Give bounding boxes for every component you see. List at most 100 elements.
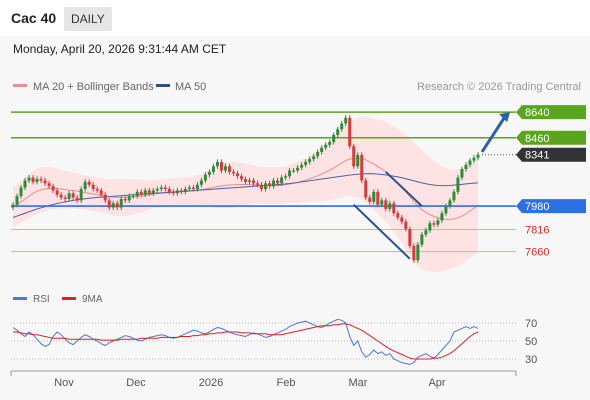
- trend-lines: [353, 112, 511, 260]
- candle-body: [175, 190, 179, 194]
- candle-body: [199, 180, 203, 185]
- candle-body: [360, 154, 364, 181]
- candle-body: [215, 161, 219, 167]
- candles: [11, 115, 480, 263]
- candle-body: [328, 142, 332, 145]
- candle-body: [87, 181, 91, 185]
- candle-body: [276, 180, 280, 184]
- candle-body: [400, 217, 404, 222]
- level-label-7816: 7816: [525, 224, 549, 236]
- candle-body: [211, 166, 215, 172]
- period-button[interactable]: DAILY: [64, 7, 112, 31]
- candle-body: [272, 180, 276, 187]
- candle-body: [336, 129, 340, 135]
- level-lines: [11, 111, 516, 253]
- candle-body: [79, 189, 83, 201]
- candle-body: [15, 196, 19, 205]
- candle-body: [95, 189, 99, 191]
- candle-body: [111, 203, 115, 208]
- candle-body: [171, 191, 175, 194]
- candle-body: [203, 174, 207, 181]
- candle-body: [35, 179, 39, 182]
- candle-body: [380, 200, 384, 205]
- x-tick-label: Mar: [349, 377, 368, 389]
- level-label-8640: 8640: [525, 107, 549, 119]
- candle-body: [51, 186, 55, 191]
- candle-body: [416, 244, 420, 261]
- x-tick-label: 2026: [199, 377, 223, 389]
- candle-body: [63, 197, 67, 199]
- x-tick-label: Nov: [54, 377, 74, 389]
- candle-body: [244, 179, 247, 182]
- ma9-legend-swatch: [62, 297, 76, 300]
- candle-body: [428, 223, 432, 231]
- candle-body: [352, 146, 356, 167]
- candle-body: [304, 161, 308, 165]
- level-label-8341: 8341: [525, 150, 549, 162]
- candle-body: [252, 180, 256, 184]
- rsi-tick-70: 70: [525, 318, 537, 330]
- instrument-title: Cac 40: [11, 10, 57, 26]
- candle-body: [404, 221, 408, 229]
- candle-body: [67, 193, 71, 199]
- candle-body: [43, 180, 47, 184]
- candle-body: [59, 194, 63, 198]
- candle-body: [388, 203, 392, 209]
- candle-body: [440, 213, 444, 221]
- candle-body: [420, 234, 424, 245]
- rsi-line: [12, 318, 479, 365]
- candle-body: [280, 177, 284, 184]
- candle-body: [320, 147, 324, 152]
- candle-body: [123, 198, 127, 201]
- candle-body: [239, 176, 243, 180]
- candle-body: [235, 173, 239, 177]
- candle-body: [75, 197, 79, 201]
- candle-body: [71, 193, 75, 198]
- candle-body: [424, 230, 428, 235]
- rsi-legend: RSI: [33, 294, 50, 305]
- candle-body: [195, 184, 199, 190]
- candle-body: [256, 183, 260, 185]
- candle-body: [444, 206, 448, 214]
- level-label-7980: 7980: [525, 201, 549, 213]
- level-tags: 8640 8460 8341 7980 7816 7660: [516, 105, 586, 259]
- candle-body: [151, 190, 155, 194]
- candle-body: [332, 134, 336, 143]
- ma9-legend: 9MA: [82, 294, 103, 305]
- candle-body: [296, 167, 300, 171]
- x-tick-label: Feb: [277, 377, 296, 389]
- ma20-legend: MA 20 + Bollinger Bands: [33, 81, 154, 93]
- candle-body: [368, 197, 372, 202]
- candle-body: [39, 179, 43, 181]
- candle-body: [384, 200, 388, 209]
- candle-body: [292, 170, 296, 172]
- candle-body: [19, 187, 23, 197]
- candle-body: [312, 156, 316, 160]
- candle-body: [288, 170, 292, 177]
- level-label-8460: 8460: [525, 133, 549, 145]
- x-tick-label: Apr: [428, 377, 445, 389]
- candle-body: [131, 196, 135, 198]
- candle-body: [324, 144, 328, 148]
- candle-body: [448, 200, 452, 207]
- candle-body: [107, 200, 111, 208]
- candle-body: [264, 183, 268, 190]
- rsi-tick-30: 30: [525, 354, 537, 366]
- level-tag-7980: [516, 199, 586, 214]
- candle-body: [187, 187, 191, 190]
- candle-body: [179, 190, 183, 192]
- ma50-line: [12, 173, 479, 218]
- candle-body: [31, 177, 35, 182]
- header-bar: Cac 40 DAILY: [0, 0, 590, 36]
- candle-body: [219, 161, 223, 171]
- candle-body: [11, 204, 15, 208]
- candle-body: [460, 169, 464, 178]
- rsi-legend-swatch: [13, 297, 27, 300]
- credit-text: Research © 2026 Trading Central: [417, 81, 581, 93]
- candle-body: [191, 187, 195, 190]
- candle-body: [432, 223, 436, 225]
- candle-body: [231, 171, 235, 174]
- candle-body: [143, 190, 147, 195]
- candle-body: [300, 164, 304, 168]
- candle-body: [476, 154, 480, 158]
